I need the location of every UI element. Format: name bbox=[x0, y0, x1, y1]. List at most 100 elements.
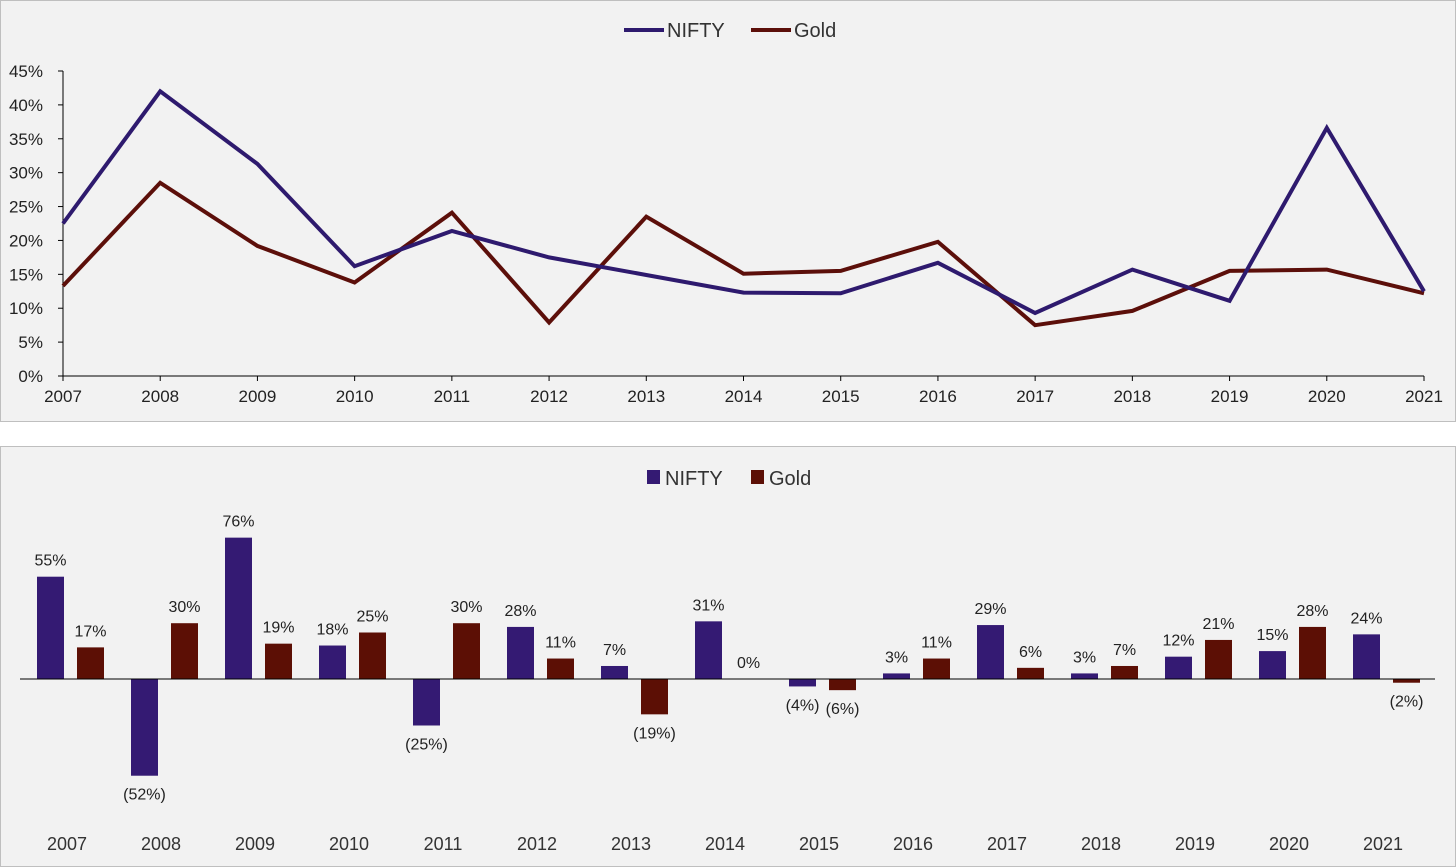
bar-nifty-2012 bbox=[507, 626, 534, 679]
x-tick-label: 2016 bbox=[919, 387, 957, 406]
line-chart: NIFTY Gold 0% 5% 10% 15% 20% 25% 30% 35% 40% 45% 200… bbox=[9, 20, 1443, 406]
data-label-gold-2007: 17% bbox=[74, 623, 106, 640]
bar-gold-2012 bbox=[547, 658, 574, 679]
data-label-gold-2014: 0% bbox=[737, 655, 760, 672]
bar-chart-panel: NIFTY Gold 55% 17% 2007 (52%) 30% 2008 76% 19% 200… bbox=[0, 446, 1456, 867]
line-chart-panel: NIFTY Gold 0% 5% 10% 15% 20% 25% 30% 35% 40% 45% 200… bbox=[0, 0, 1456, 422]
data-label-gold-2021: (2%) bbox=[1390, 694, 1424, 711]
data-label-nifty-2010: 18% bbox=[316, 622, 348, 639]
data-label-nifty-2008: (52%) bbox=[123, 787, 166, 804]
series-line-gold bbox=[61, 180, 1425, 328]
x-category-label: 2007 bbox=[47, 834, 87, 854]
data-label-nifty-2017: 29% bbox=[974, 601, 1006, 618]
y-tick-label: 35% bbox=[9, 130, 43, 149]
data-label-nifty-2009: 76% bbox=[222, 514, 254, 531]
x-tick-label: 2014 bbox=[725, 387, 763, 406]
data-label-gold-2018: 7% bbox=[1113, 642, 1136, 659]
data-label-gold-2011: 30% bbox=[450, 599, 482, 616]
bar-legend: NIFTY Gold bbox=[647, 468, 811, 490]
bar-gold-2013 bbox=[641, 679, 668, 715]
bar-nifty-2019 bbox=[1165, 656, 1192, 679]
data-label-nifty-2007: 55% bbox=[34, 553, 66, 570]
y-tick-label: 40% bbox=[9, 96, 43, 115]
data-label-nifty-2018: 3% bbox=[1073, 649, 1096, 666]
data-label-gold-2010: 25% bbox=[356, 609, 388, 626]
bar-gold-2021 bbox=[1393, 679, 1420, 683]
x-category-label: 2013 bbox=[611, 834, 651, 854]
x-category-label: 2018 bbox=[1081, 834, 1121, 854]
bar-nifty-2007 bbox=[37, 576, 64, 679]
x-tick-label: 2021 bbox=[1405, 387, 1443, 406]
data-label-gold-2008: 30% bbox=[168, 599, 200, 616]
bar-nifty-2021 bbox=[1353, 634, 1380, 679]
y-tick-label: 20% bbox=[9, 231, 43, 250]
x-tick-label: 2012 bbox=[530, 387, 568, 406]
x-tick-label: 2015 bbox=[822, 387, 860, 406]
x-category-label: 2010 bbox=[329, 834, 369, 854]
x-tick-label: 2008 bbox=[141, 387, 179, 406]
x-tick-label: 2009 bbox=[239, 387, 277, 406]
bar-gold-2018 bbox=[1111, 665, 1138, 679]
bar-nifty-2010 bbox=[319, 645, 346, 679]
data-label-gold-2012: 11% bbox=[545, 635, 576, 652]
data-label-gold-2013: (19%) bbox=[633, 725, 676, 742]
bar-nifty-2011 bbox=[413, 679, 440, 726]
bar-gold-2015 bbox=[829, 679, 856, 691]
x-tick-label: 2007 bbox=[44, 387, 82, 406]
x-category-label: 2012 bbox=[517, 834, 557, 854]
y-tick-label: 5% bbox=[18, 333, 43, 352]
x-category-label: 2020 bbox=[1269, 834, 1309, 854]
legend-swatch-gold bbox=[751, 470, 764, 484]
x-category-label: 2017 bbox=[987, 834, 1027, 854]
data-label-gold-2017: 6% bbox=[1019, 644, 1042, 661]
data-label-nifty-2015: (4%) bbox=[786, 697, 820, 714]
y-tick-label: 45% bbox=[9, 62, 43, 81]
bar-chart: NIFTY Gold 55% 17% 2007 (52%) 30% 2008 76% 19% 200… bbox=[20, 468, 1435, 854]
bar-gold-2019 bbox=[1205, 639, 1232, 679]
x-tick-label: 2019 bbox=[1211, 387, 1249, 406]
bar-nifty-2009 bbox=[225, 537, 252, 679]
x-tick-label: 2017 bbox=[1016, 387, 1054, 406]
x-tick-label: 2020 bbox=[1308, 387, 1346, 406]
bar-gold-2008 bbox=[171, 623, 198, 679]
data-label-nifty-2020: 15% bbox=[1256, 627, 1288, 644]
bar-nifty-2016 bbox=[883, 673, 910, 679]
bar-gold-2007 bbox=[77, 647, 104, 679]
data-label-gold-2009: 19% bbox=[262, 620, 294, 637]
data-label-nifty-2013: 7% bbox=[603, 642, 626, 659]
x-tick-label: 2018 bbox=[1113, 387, 1151, 406]
y-tick-label: 25% bbox=[9, 198, 43, 217]
y-tick-label: 10% bbox=[9, 299, 43, 318]
x-category-label: 2009 bbox=[235, 834, 275, 854]
x-category-label: 2016 bbox=[893, 834, 933, 854]
x-category-label: 2019 bbox=[1175, 834, 1215, 854]
y-tick-label: 30% bbox=[9, 164, 43, 183]
bar-nifty-2013 bbox=[601, 665, 628, 679]
data-label-nifty-2016: 3% bbox=[885, 649, 908, 666]
x-tick-label: 2010 bbox=[336, 387, 374, 406]
bar-nifty-2017 bbox=[977, 625, 1004, 679]
bar-nifty-2008 bbox=[131, 679, 158, 776]
x-category-label: 2015 bbox=[799, 834, 839, 854]
bar-gold-2020 bbox=[1299, 626, 1326, 679]
data-label-gold-2019: 21% bbox=[1202, 616, 1234, 633]
bar-nifty-2014 bbox=[695, 621, 722, 679]
x-category-label: 2011 bbox=[424, 834, 463, 854]
data-label-gold-2016: 11% bbox=[921, 635, 952, 652]
bar-gold-2016 bbox=[923, 658, 950, 679]
x-category-label: 2014 bbox=[705, 834, 745, 854]
x-tick-label: 2011 bbox=[434, 387, 471, 406]
x-category-label: 2008 bbox=[141, 834, 181, 854]
legend-swatch-nifty bbox=[647, 470, 660, 484]
data-label-nifty-2012: 28% bbox=[504, 603, 536, 620]
bar-gold-2010 bbox=[359, 632, 386, 679]
line-legend: NIFTY Gold bbox=[624, 20, 836, 42]
series-line-nifty bbox=[61, 88, 1426, 316]
y-tick-label: 0% bbox=[18, 367, 43, 386]
x-tick-label: 2013 bbox=[627, 387, 665, 406]
data-label-gold-2015: (6%) bbox=[826, 701, 860, 718]
bar-nifty-2015 bbox=[789, 679, 816, 687]
legend-label-gold: Gold bbox=[794, 20, 836, 42]
y-tick-label: 15% bbox=[9, 265, 43, 284]
bar-gold-2011 bbox=[453, 623, 480, 679]
